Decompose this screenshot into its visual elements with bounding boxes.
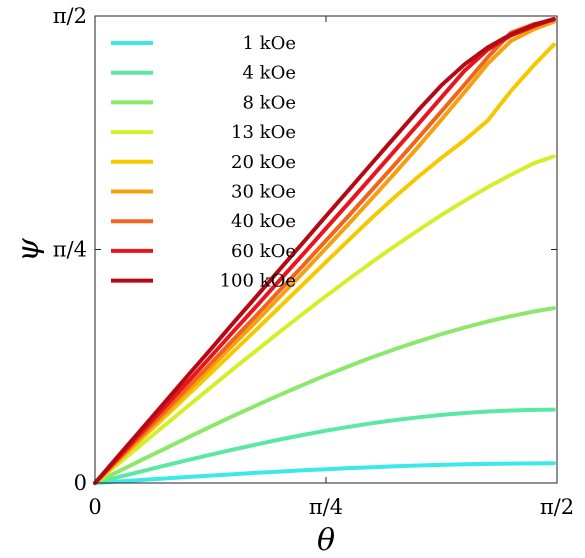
series-line-4: [93, 42, 556, 485]
x-tick-label-0: 0: [88, 495, 101, 519]
legend-label-1: 4 kOe: [243, 63, 297, 84]
x-axis-title: θ: [317, 523, 335, 558]
series-line-6: [93, 18, 556, 485]
legend-label-6: 40 kOe: [231, 211, 296, 232]
legend-label-0: 1 kOe: [243, 33, 297, 54]
y-tick-label-2: π/2: [53, 4, 87, 28]
legend: 1 kOe 4 kOe 8 kOe 13 kOe 20 kOe 30 kOe 40 kOe 6…: [111, 33, 296, 292]
legend-label-3: 13 kOe: [231, 122, 296, 143]
legend-label-7: 60 kOe: [231, 241, 296, 262]
legend-label-4: 20 kOe: [231, 152, 296, 173]
y-tick-label-1: π/4: [53, 238, 87, 262]
x-tick-label-2: π/2: [540, 495, 574, 519]
x-tick-label-1: π/4: [309, 495, 343, 519]
series-line-8: [93, 17, 556, 485]
series-line-0: [93, 461, 556, 485]
legend-label-8: 100 kOe: [220, 271, 296, 292]
series-line-2: [93, 306, 556, 485]
y-axis-title: ψ: [11, 238, 46, 262]
series-line-1: [93, 407, 556, 485]
series-layer: [93, 17, 556, 485]
series-line-5: [93, 19, 556, 485]
y-tick-label-0: 0: [74, 471, 87, 495]
legend-label-2: 8 kOe: [243, 92, 297, 113]
tick-layer: 0 π/4 π/2 0 π/4 π/2: [53, 4, 574, 519]
series-line-7: [93, 17, 556, 485]
legend-label-5: 30 kOe: [231, 182, 296, 203]
series-line-3: [93, 154, 556, 485]
